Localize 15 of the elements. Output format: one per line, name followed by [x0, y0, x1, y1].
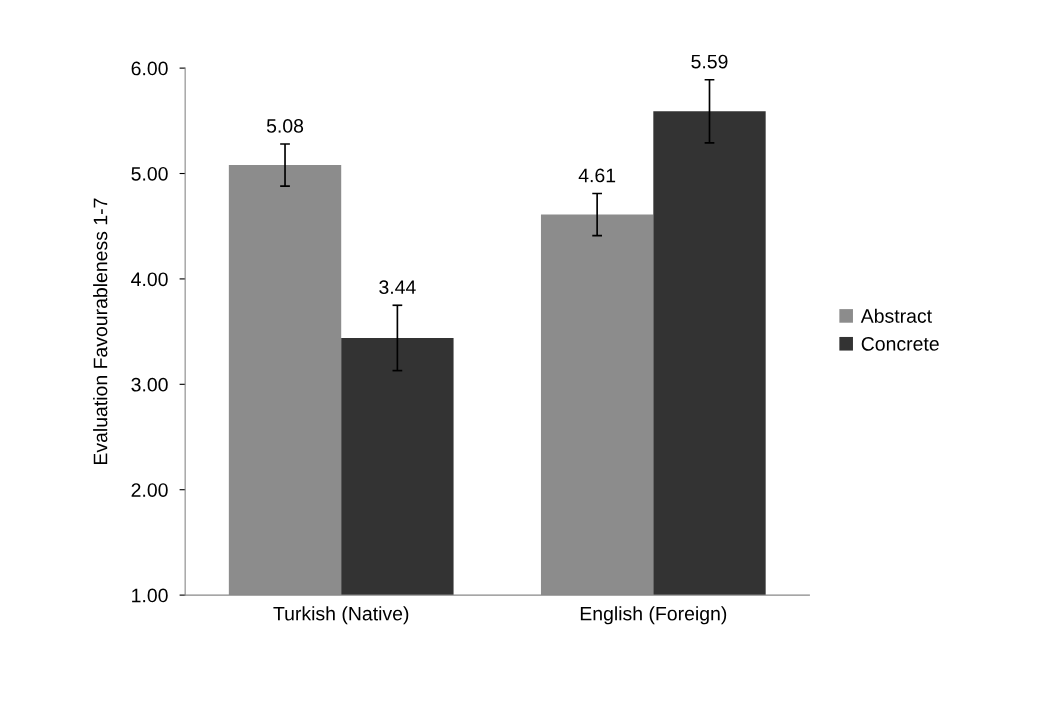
- data-label: 5.59: [691, 54, 728, 69]
- data-label: 5.08: [266, 119, 304, 133]
- data-label: 3.44: [379, 280, 416, 295]
- y-axis-title: Evaluation Favourableness 1-7: [93, 198, 108, 465]
- data-label: 4.61: [578, 168, 616, 183]
- y-tick-label: 5.00: [131, 166, 168, 181]
- y-tick-label: 4.00: [131, 272, 168, 287]
- x-tick-label: Turkish (Native): [273, 606, 409, 625]
- x-tick-label: English (Foreign): [580, 606, 727, 625]
- legend-label: Concrete: [861, 336, 939, 351]
- legend-label: Abstract: [860, 308, 932, 323]
- y-tick-label: 2.00: [131, 483, 168, 497]
- y-tick-label: 1.00: [132, 588, 168, 603]
- y-tick-label: 6.00: [131, 61, 168, 76]
- y-tick-label: 3.00: [131, 377, 168, 392]
